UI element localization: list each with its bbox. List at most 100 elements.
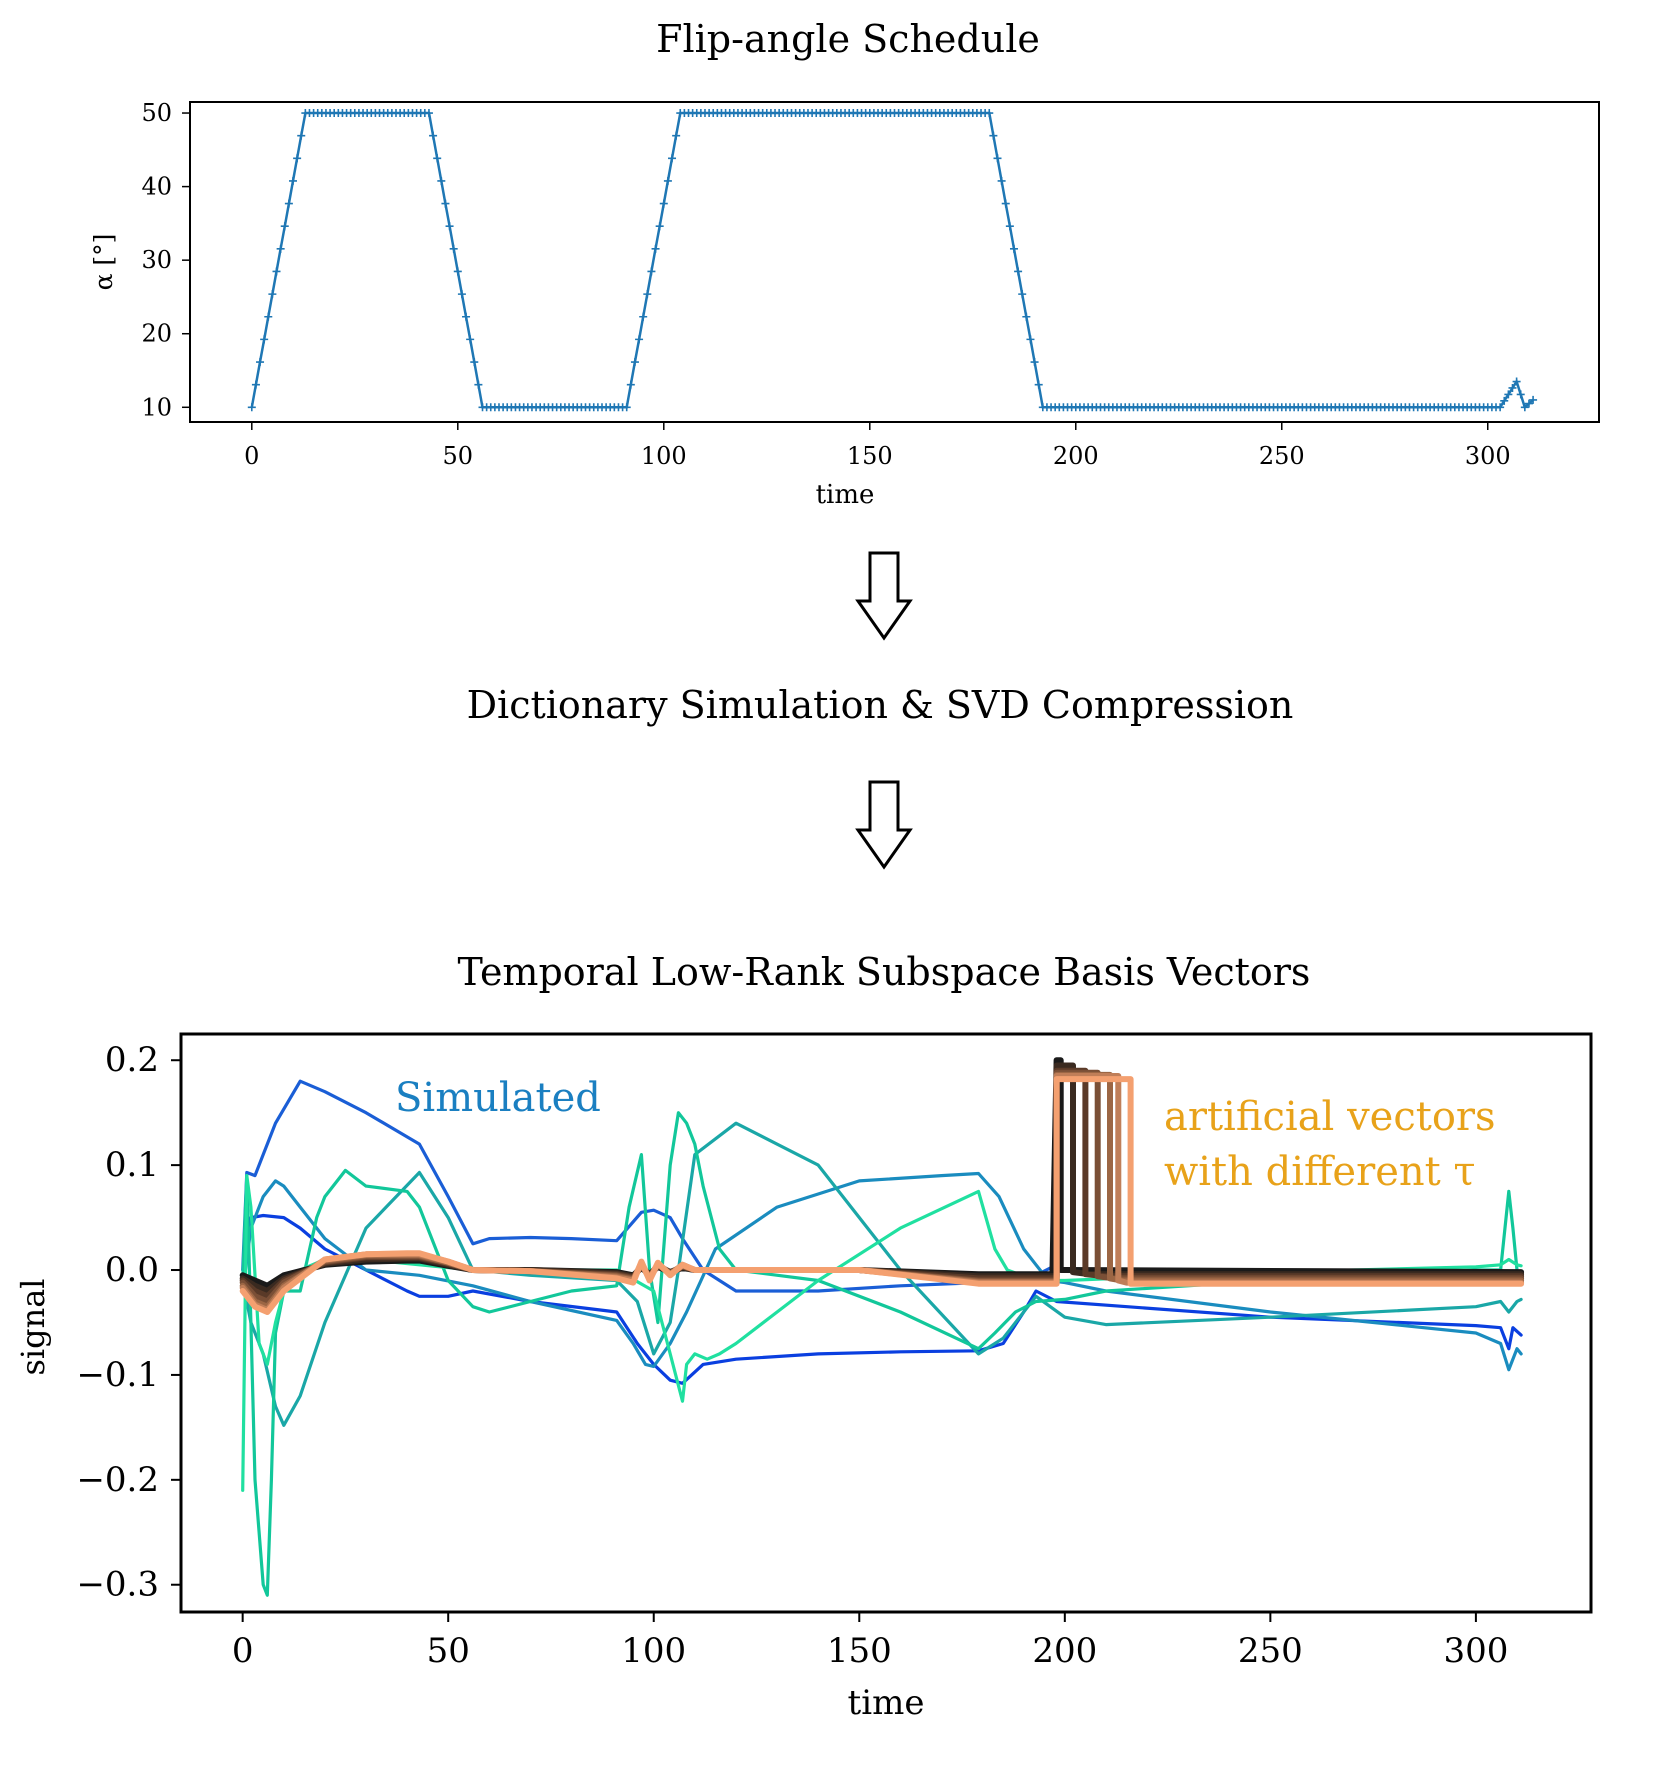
flip-angle-marker (1508, 383, 1517, 392)
flip-angle-marker (1001, 199, 1010, 208)
flip-angle-marker (268, 290, 277, 299)
flip-angle-line (250, 111, 1534, 410)
basis-vectors-axes: 0 50 100 150 200 250 300 0.2 0.1 0.0 −0.1 −0.2 −0.3 (76, 1040, 1508, 1671)
flip-angle-marker (985, 109, 994, 118)
flip-angle-marker (668, 154, 677, 163)
flip-angle-marker (453, 267, 462, 276)
flip-angle-marker (1026, 335, 1035, 344)
flip-angle-marker (429, 131, 438, 140)
flip-angle-marker (1516, 390, 1525, 399)
flip-angle-marker (1529, 395, 1538, 404)
flip-angle-marker (1034, 380, 1043, 389)
flip-angle-marker (993, 154, 1002, 163)
flip-angle-marker (651, 244, 660, 253)
flip-angle-marker (1504, 390, 1513, 399)
flip-angle-marker (276, 244, 285, 253)
basis-vectors-x-tick-label: 200 (1032, 1631, 1097, 1671)
flip-angle-marker (1030, 358, 1039, 367)
flip-angle-marker (1496, 403, 1505, 412)
flip-angle-y-tick-label: 10 (141, 393, 172, 421)
flip-angle-marker (1500, 396, 1509, 405)
flip-angle-x-axis-label: time (816, 480, 875, 510)
basis-vectors-plot-frame (179, 1032, 1593, 1614)
flip-angle-x-tick-label: 50 (443, 442, 474, 470)
flip-angle-marker (256, 358, 265, 367)
flip-angle-marker (293, 154, 302, 163)
flip-angle-marker (260, 335, 269, 344)
flip-angle-marker (1022, 312, 1031, 321)
flip-angle-marker (626, 380, 635, 389)
basis-vectors-x-tick-label: 150 (827, 1631, 892, 1671)
flip-angle-marker (433, 154, 442, 163)
basis-vectors-x-tick-label: 0 (232, 1631, 254, 1671)
flip-angle-marker (647, 267, 656, 276)
flip-angle-marker (251, 380, 260, 389)
flip-angle-marker (462, 312, 471, 321)
flip-angle-marker (1014, 267, 1023, 276)
basis-vectors-x-tick-label: 100 (621, 1631, 686, 1671)
down-arrow-icon-2 (855, 780, 913, 870)
flip-angle-x-tick-label: 150 (847, 442, 893, 470)
basis-vectors-plot-area (239, 1057, 1525, 1597)
flip-angle-marker (1005, 222, 1014, 231)
flip-angle-marker (1512, 377, 1521, 386)
bottom-chart-title: Temporal Low-Rank Subspace Basis Vectors (458, 950, 1311, 994)
flip-angle-x-tick-label: 250 (1259, 442, 1305, 470)
down-arrow-icon-1 (855, 551, 913, 641)
flip-angle-marker (1009, 244, 1018, 253)
flip-angle-x-tick-label: 0 (244, 442, 259, 470)
flip-angle-y-tick-label: 20 (141, 320, 172, 348)
flip-angle-marker (457, 290, 466, 299)
flip-angle-y-axis-label: α [°] (89, 234, 118, 291)
basis-vectors-x-tick-label: 50 (427, 1631, 470, 1671)
flip-angle-chart: 0 50 100 150 200 250 300 10 20 30 40 50 time α [°] (89, 99, 1600, 510)
flip-angle-marker (630, 358, 639, 367)
flip-angle-marker (643, 290, 652, 299)
basis-vectors-y-tick-label: 0.1 (105, 1145, 159, 1185)
flip-angle-marker (1524, 399, 1533, 408)
simulated-annotation: Simulated (395, 1075, 601, 1121)
different-tau-annotation: with different τ (1164, 1149, 1476, 1195)
basis-vectors-chart: 0 50 100 150 200 250 3000.20.10.0−0.1−0.2−0.3 … (14, 1032, 1593, 1723)
simulated-basis-line (241, 1174, 1523, 1492)
basis-vectors-y-tick-label: −0.3 (76, 1565, 159, 1605)
basis-vectors-y-tick-label: −0.2 (76, 1460, 159, 1500)
flip-angle-marker (297, 131, 306, 140)
flip-angle-plot-area (247, 109, 1538, 412)
flip-angle-marker (663, 176, 672, 185)
middle-process-title: Dictionary Simulation & SVD Compression (467, 683, 1294, 727)
flip-angle-marker (659, 199, 668, 208)
simulated-basis-line (241, 1171, 1523, 1372)
flip-angle-marker (445, 222, 454, 231)
flip-angle-marker (264, 312, 273, 321)
flip-angle-x-tick-label: 200 (1053, 442, 1099, 470)
flip-angle-x-tick-label: 300 (1465, 442, 1511, 470)
basis-vectors-y-tick-label: 0.0 (105, 1250, 159, 1290)
flip-angle-marker (989, 131, 998, 140)
basis-vectors-x-tick-label: 250 (1238, 1631, 1303, 1671)
flip-angle-marker (1520, 403, 1529, 412)
flip-angle-marker (639, 312, 648, 321)
flip-angle-marker (672, 131, 681, 140)
artificial-vector-line (239, 1076, 1525, 1315)
flip-angle-marker (635, 335, 644, 344)
flip-angle-y-tick-label: 40 (141, 173, 172, 201)
flip-angle-marker (437, 176, 446, 185)
basis-vectors-x-axis-label: time (848, 1683, 925, 1723)
flip-angle-axes: 0 50 100 150 200 250 300 10 20 30 40 50 (141, 99, 1510, 470)
flip-angle-marker (997, 176, 1006, 185)
flip-angle-y-tick-label: 30 (141, 246, 172, 274)
flip-angle-marker (272, 267, 281, 276)
flip-angle-marker (466, 335, 475, 344)
flip-angle-y-tick-label: 50 (141, 99, 172, 127)
flip-angle-marker (284, 199, 293, 208)
flip-angle-marker (424, 109, 433, 118)
flip-angle-marker (470, 358, 479, 367)
flip-angle-marker (247, 403, 256, 412)
flip-angle-marker (449, 244, 458, 253)
basis-vectors-y-tick-label: 0.2 (105, 1040, 159, 1080)
flip-angle-x-tick-label: 100 (641, 442, 687, 470)
flip-angle-marker (280, 222, 289, 231)
basis-vectors-x-tick-label: 300 (1443, 1631, 1508, 1671)
